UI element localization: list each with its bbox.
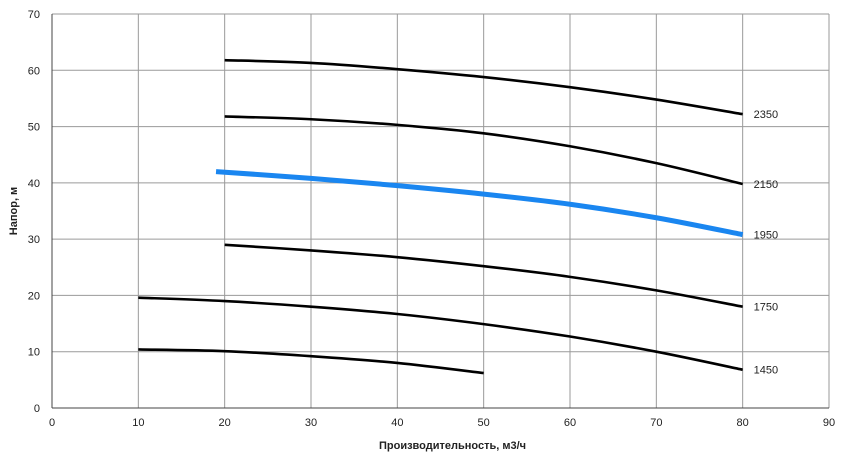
x-tick-label: 90 — [823, 417, 835, 429]
series-line-2350 — [224, 58, 743, 116]
x-tick-label: 40 — [391, 417, 403, 429]
x-axis-title: Производительность, м3/ч — [379, 440, 526, 452]
series-label-2350: 2350 — [754, 109, 778, 121]
y-tick-label: 40 — [28, 178, 40, 190]
series-line-2150 — [224, 115, 743, 186]
series-label-1950: 1950 — [754, 230, 778, 242]
series-line-1750 — [224, 243, 743, 308]
y-tick-label: 60 — [28, 65, 40, 77]
y-tick-label: 30 — [28, 234, 40, 246]
y-axis-title: Напор, м — [8, 187, 20, 235]
y-tick-labels: 0 10 20 30 40 50 60 70 — [28, 9, 40, 415]
series-lines — [138, 58, 744, 375]
x-tick-label: 50 — [478, 417, 490, 429]
x-tick-label: 60 — [564, 417, 576, 429]
y-tick-label: 0 — [34, 403, 40, 415]
y-tick-label: 10 — [28, 347, 40, 359]
series-label-2150: 2150 — [754, 179, 778, 191]
series-label-1450: 1450 — [754, 365, 778, 377]
axes — [51, 14, 829, 409]
series-label-1750: 1750 — [754, 302, 778, 314]
x-tick-labels: 0 10 20 30 40 50 60 70 80 90 — [49, 417, 835, 429]
y-tick-label: 70 — [28, 9, 40, 21]
y-tick-label: 20 — [28, 290, 40, 302]
series-line-1450 — [138, 296, 743, 372]
x-tick-label: 10 — [132, 417, 144, 429]
series-line-unlabeled — [138, 348, 484, 375]
x-tick-label: 70 — [650, 417, 662, 429]
series-labels: 2350 2150 1950 1750 1450 — [754, 109, 778, 377]
y-tick-label: 50 — [28, 122, 40, 134]
x-tick-label: 0 — [49, 417, 55, 429]
x-tick-label: 20 — [219, 417, 231, 429]
series-line-1950 — [215, 169, 744, 238]
x-tick-label: 80 — [737, 417, 749, 429]
x-tick-label: 30 — [305, 417, 317, 429]
